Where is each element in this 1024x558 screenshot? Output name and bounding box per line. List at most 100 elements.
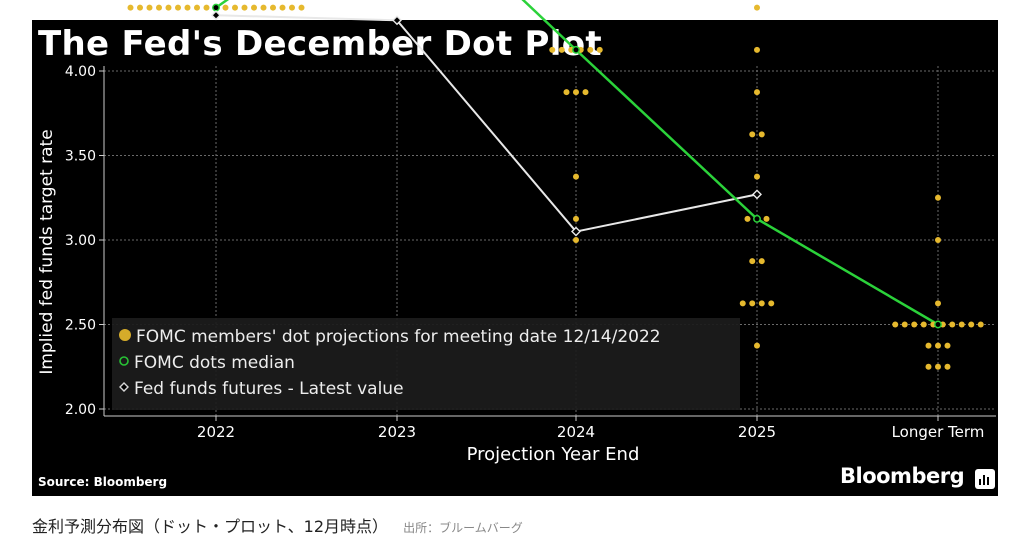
legend-item-dots: FOMC members' dot projections for meetin… xyxy=(118,327,661,347)
fomc-dot xyxy=(270,4,276,11)
fomc-dot xyxy=(968,321,975,328)
fomc-dot xyxy=(184,4,191,11)
chart-title: The Fed's December Dot Plot xyxy=(38,24,602,64)
x-tick-label: 2024 xyxy=(557,423,595,441)
fomc-dot xyxy=(156,4,162,11)
fomc-dot xyxy=(925,342,932,349)
fomc-dot xyxy=(977,321,984,328)
fomc-dot xyxy=(958,321,965,328)
y-axis-label: Implied fed funds target rate xyxy=(37,129,57,374)
futures-line xyxy=(215,14,758,233)
fomc-dot xyxy=(232,4,238,11)
fomc-dot xyxy=(194,4,200,11)
y-tick-label: 4.00 xyxy=(65,64,96,80)
fomc-dot xyxy=(749,258,756,265)
chart-panel xyxy=(32,20,998,496)
fomc-dot xyxy=(165,4,172,11)
fomc-dot xyxy=(587,46,594,53)
brand-logo-text: Bloomberg xyxy=(840,464,965,488)
median-marker xyxy=(934,320,942,329)
fomc-dot xyxy=(935,342,941,349)
fomc-dot xyxy=(251,4,257,11)
fomc-dot xyxy=(146,4,153,11)
white-diamond-icon xyxy=(118,379,130,399)
y-tick-label: 2.00 xyxy=(65,402,96,418)
legend-label-dots: FOMC members' dot projections for meetin… xyxy=(136,327,661,347)
fomc-dot xyxy=(925,363,932,370)
fomc-dot xyxy=(744,215,751,222)
fomc-dot xyxy=(573,89,579,96)
futures-marker xyxy=(571,226,581,237)
y-tick-label: 3.00 xyxy=(65,233,96,249)
yellow-dot-icon xyxy=(118,327,132,347)
dot-plot-chart: 2.002.503.003.504.004.505.005.5020222023… xyxy=(37,0,996,465)
fomc-dots xyxy=(127,4,984,370)
axes: 2.002.503.003.504.004.505.005.5020222023… xyxy=(65,64,996,441)
fomc-dot xyxy=(279,4,286,11)
median-marker xyxy=(212,3,220,12)
x-tick-label: Longer Term xyxy=(892,423,985,441)
fomc-dot xyxy=(935,194,941,201)
fomc-dot xyxy=(901,321,908,328)
series-markers xyxy=(211,3,942,329)
caption-source: 出所：ブルームバーグ xyxy=(403,521,523,535)
fomc-dot xyxy=(596,46,603,53)
fomc-dot xyxy=(763,215,770,222)
bloomberg-terminal-icon xyxy=(975,469,995,489)
fomc-dot xyxy=(137,4,143,11)
fomc-dot xyxy=(754,89,760,96)
caption: 金利予測分布図（ドット・プロット、12月時点） 出所：ブルームバーグ xyxy=(32,513,523,537)
median-marker xyxy=(572,45,580,54)
fomc-dot xyxy=(749,300,756,307)
fomc-dot xyxy=(768,300,775,307)
fomc-dot xyxy=(549,46,556,53)
y-tick-label: 2.50 xyxy=(65,318,96,334)
x-tick-label: 2025 xyxy=(738,423,776,441)
legend-item-median: FOMC dots median xyxy=(118,353,295,373)
fomc-dot xyxy=(573,237,579,243)
fomc-dot xyxy=(175,4,181,11)
fomc-dot xyxy=(935,300,941,307)
fomc-dot xyxy=(203,4,210,11)
fomc-dot xyxy=(298,4,305,11)
fomc-dot xyxy=(289,4,295,11)
fomc-dot xyxy=(241,4,248,11)
fomc-dot xyxy=(944,363,951,370)
legend-item-futures: Fed funds futures - Latest value xyxy=(118,379,404,399)
fomc-dot xyxy=(949,321,956,328)
fomc-dot xyxy=(739,300,746,307)
fomc-dot xyxy=(754,4,760,11)
fomc-dot xyxy=(127,4,134,11)
fomc-dot xyxy=(892,321,899,328)
fomc-dot xyxy=(573,173,579,180)
fomc-dot xyxy=(754,342,760,349)
y-tick-label: 3.50 xyxy=(65,149,96,165)
fomc-dot xyxy=(754,173,760,180)
fomc-dot xyxy=(944,342,951,349)
futures-marker xyxy=(752,189,762,200)
fomc-dot xyxy=(935,363,941,370)
fomc-dot xyxy=(758,131,765,138)
x-axis-label: Projection Year End xyxy=(467,444,640,465)
fomc-dot xyxy=(558,46,565,53)
x-tick-label: 2023 xyxy=(378,423,416,441)
legend: FOMC members' dot projections for meetin… xyxy=(112,318,740,410)
fomc-dot xyxy=(582,89,589,96)
fomc-dot xyxy=(754,46,760,53)
futures-marker xyxy=(211,10,221,21)
x-tick-label: 2022 xyxy=(197,423,235,441)
fomc-dot xyxy=(920,321,927,328)
legend-label-median: FOMC dots median xyxy=(134,353,295,373)
caption-text: 金利予測分布図（ドット・プロット、12月時点） xyxy=(32,517,389,536)
fomc-dot xyxy=(758,300,765,307)
legend-label-futures: Fed funds futures - Latest value xyxy=(134,379,404,399)
fomc-dot xyxy=(758,258,765,265)
median-marker xyxy=(753,214,761,223)
fomc-dot xyxy=(563,89,570,96)
fomc-dot xyxy=(935,237,941,243)
source-note: Source: Bloomberg xyxy=(38,475,168,489)
fomc-dot xyxy=(573,215,579,222)
fomc-dot xyxy=(911,321,918,328)
fomc-dot xyxy=(749,131,756,138)
fomc-dot xyxy=(260,4,267,11)
